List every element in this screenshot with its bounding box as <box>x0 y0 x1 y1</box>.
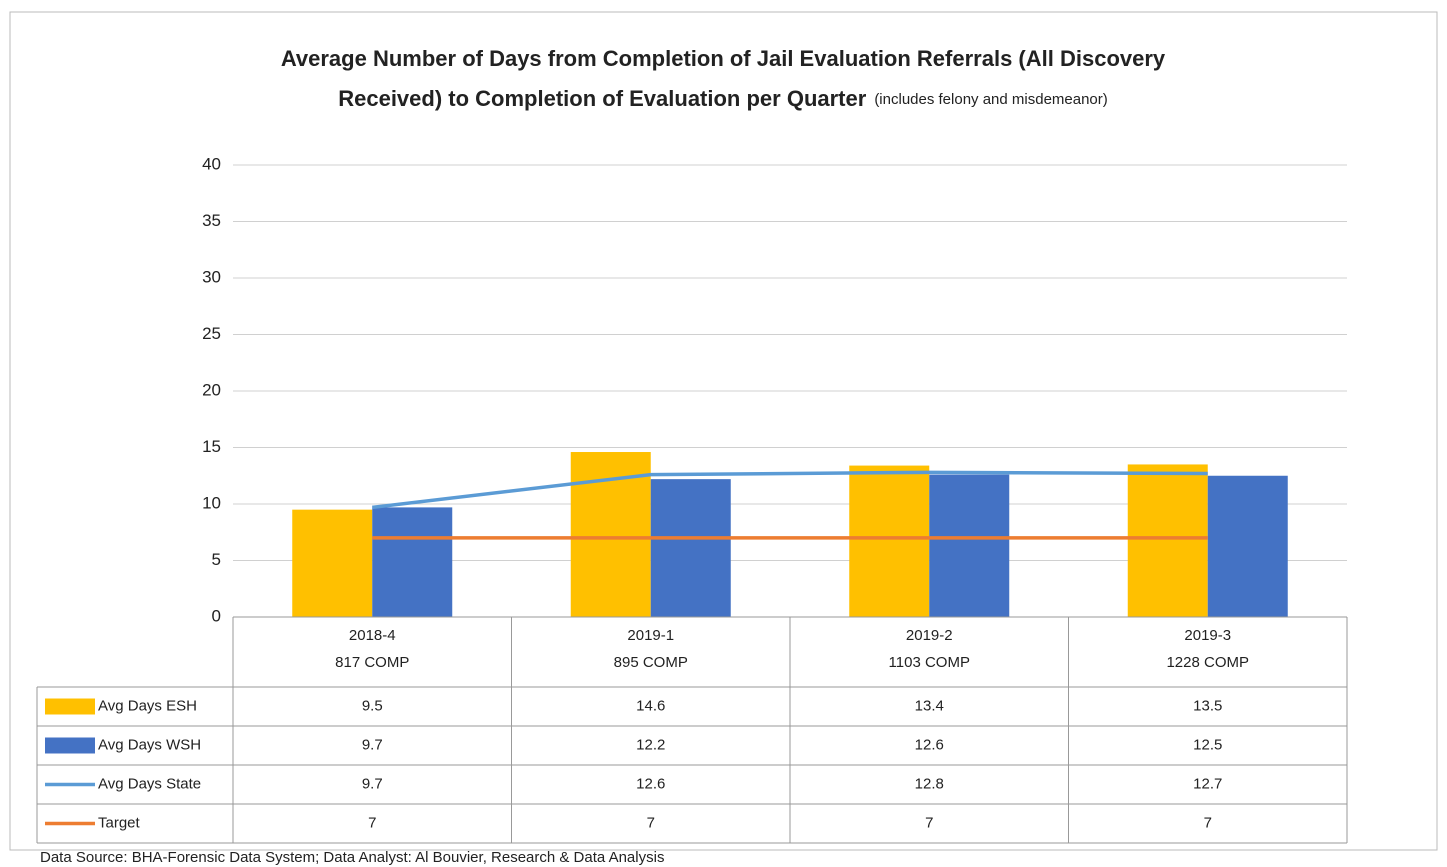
legend-label: Avg Days WSH <box>98 736 201 753</box>
data-label: 12.6 <box>636 775 665 792</box>
legend-label: Avg Days State <box>98 775 201 792</box>
data-label: 9.5 <box>362 697 383 714</box>
y-tick-label: 30 <box>202 267 221 286</box>
data-label: 13.5 <box>1193 697 1222 714</box>
data-label: 7 <box>647 814 655 831</box>
data-label: 7 <box>368 814 376 831</box>
data-label: 12.2 <box>636 736 665 753</box>
legend-key <box>45 698 95 715</box>
bar <box>929 474 1010 617</box>
chart-title: Average Number of Days from Completion o… <box>281 46 1166 71</box>
data-label: 7 <box>1204 814 1212 831</box>
data-label: 12.8 <box>915 775 944 792</box>
x-tick-label: 2019-1 <box>627 627 674 644</box>
bar <box>1207 475 1288 617</box>
data-label: 9.7 <box>362 736 383 753</box>
legend-label: Avg Days ESH <box>98 697 197 714</box>
x-tick-label: 1228 COMP <box>1166 654 1249 671</box>
x-tick-label: 895 COMP <box>614 654 688 671</box>
x-tick-label: 2018-4 <box>349 627 396 644</box>
y-tick-label: 0 <box>212 606 221 625</box>
data-label: 12.5 <box>1193 736 1222 753</box>
chart-subtitle: (includes felony and misdemeanor) <box>874 91 1107 108</box>
y-tick-label: 10 <box>202 493 221 512</box>
data-label: 9.7 <box>362 775 383 792</box>
legend-key <box>45 737 95 754</box>
y-tick-label: 5 <box>212 550 221 569</box>
chart-border <box>9 11 1438 851</box>
x-tick-label: 1103 COMP <box>889 654 970 671</box>
data-label: 12.7 <box>1193 775 1222 792</box>
bar <box>849 465 930 617</box>
y-tick-label: 20 <box>202 380 221 399</box>
source-note: Data Source: BHA-Forensic Data System; D… <box>40 849 664 866</box>
y-tick-label: 35 <box>202 211 221 230</box>
chart-title-line: Received) to Completion of Evaluation pe… <box>338 86 1108 111</box>
data-label: 7 <box>925 814 933 831</box>
x-tick-label: 817 COMP <box>335 654 409 671</box>
bar <box>372 507 453 617</box>
y-tick-label: 25 <box>202 324 221 343</box>
chart-title: Received) to Completion of Evaluation pe… <box>338 86 867 111</box>
data-label: 14.6 <box>636 697 665 714</box>
x-tick-label: 2019-3 <box>1184 627 1231 644</box>
x-tick-label: 2019-2 <box>906 627 953 644</box>
bar <box>1127 464 1208 617</box>
legend-label: Target <box>98 814 141 831</box>
data-label: 12.6 <box>915 736 944 753</box>
bar <box>650 479 731 617</box>
y-tick-label: 15 <box>202 437 221 456</box>
bar <box>292 509 373 617</box>
line-series <box>372 470 1208 510</box>
y-tick-label: 40 <box>202 154 221 173</box>
data-label: 13.4 <box>915 697 944 714</box>
